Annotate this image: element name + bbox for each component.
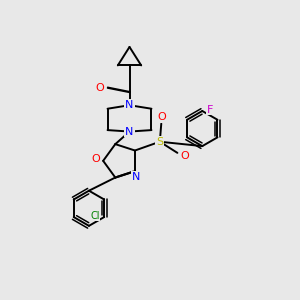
Text: N: N bbox=[125, 100, 134, 110]
Text: O: O bbox=[92, 154, 100, 164]
Text: F: F bbox=[206, 104, 213, 115]
Text: O: O bbox=[180, 151, 189, 161]
Text: S: S bbox=[156, 137, 164, 147]
Text: N: N bbox=[125, 127, 134, 136]
Text: O: O bbox=[95, 82, 104, 93]
Text: Cl: Cl bbox=[90, 211, 100, 220]
Text: N: N bbox=[132, 172, 141, 182]
Text: O: O bbox=[157, 112, 166, 122]
